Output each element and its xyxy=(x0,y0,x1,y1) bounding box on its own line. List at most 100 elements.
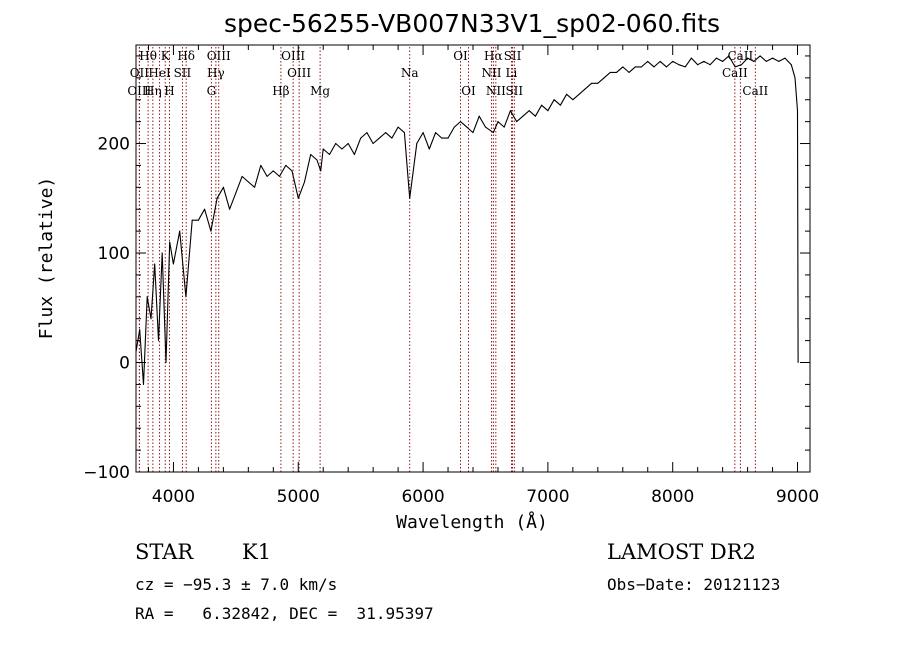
spectral-line-label-4: OIII xyxy=(281,49,305,63)
data-point xyxy=(528,110,530,112)
data-point xyxy=(794,77,796,79)
data-point xyxy=(150,318,152,320)
data-point xyxy=(634,66,636,68)
data-point xyxy=(616,71,617,73)
data-point xyxy=(447,137,449,139)
data-point xyxy=(478,115,480,117)
spectral-line-label-17: CaII xyxy=(722,66,748,80)
data-point xyxy=(740,64,742,66)
data-point xyxy=(316,159,318,161)
object-subclass: K1 xyxy=(242,540,272,564)
data-point xyxy=(165,362,167,363)
data-point xyxy=(235,192,237,194)
data-point xyxy=(291,170,293,172)
data-point xyxy=(709,64,711,66)
data-point xyxy=(216,197,218,199)
data-point xyxy=(329,154,330,155)
data-point xyxy=(146,296,148,298)
data-point xyxy=(279,175,280,177)
data-point xyxy=(229,208,231,210)
data-point xyxy=(566,93,568,95)
data-point xyxy=(285,164,287,166)
data-point xyxy=(784,57,786,59)
spectral-line-label-21: G xyxy=(207,84,217,98)
data-point xyxy=(428,148,430,150)
data-point xyxy=(609,71,611,73)
data-point xyxy=(247,181,249,183)
data-point xyxy=(453,126,455,128)
data-point xyxy=(559,104,561,106)
data-point xyxy=(678,64,680,66)
x-tick-label: 7000 xyxy=(526,487,569,507)
data-point xyxy=(409,197,411,199)
spectral-line-label-11: SII xyxy=(174,66,192,80)
data-point xyxy=(341,148,343,150)
data-point xyxy=(385,132,387,134)
data-point xyxy=(591,82,593,84)
spectral-line-label-25: NII xyxy=(486,84,506,98)
data-point xyxy=(690,57,692,59)
coordinates-text: RA = 6.32842, DEC = 31.95397 xyxy=(135,604,434,623)
obs-date: Obs−Date: 20121123 xyxy=(607,575,781,594)
spectral-line-label-3: OIII xyxy=(207,49,231,63)
data-point xyxy=(653,66,655,68)
data-point xyxy=(516,121,518,123)
redshift-text: cz = −95.3 ± 7.0 km/s xyxy=(135,575,338,594)
y-tick-label: −100 xyxy=(83,463,130,483)
x-axis-label: Wavelength (Å) xyxy=(396,511,548,533)
data-point xyxy=(297,197,299,199)
data-point xyxy=(435,132,437,134)
data-point xyxy=(703,60,705,62)
data-point xyxy=(172,263,174,265)
spectral-line-label-5: OI xyxy=(453,49,468,63)
data-point xyxy=(366,132,368,134)
data-point xyxy=(254,186,256,188)
spectral-line-label-14: Na xyxy=(401,66,419,80)
data-point xyxy=(143,383,144,385)
data-point xyxy=(734,66,736,68)
spectral-line-label-1: K xyxy=(161,49,171,63)
data-point xyxy=(722,60,724,62)
spectral-line-label-20: H xyxy=(164,84,174,98)
data-point xyxy=(647,60,649,62)
data-point xyxy=(759,55,761,57)
data-point xyxy=(169,241,171,243)
data-point xyxy=(197,219,199,221)
spectral-line-label-24: OI xyxy=(461,84,476,98)
x-tick-label: 9000 xyxy=(776,487,819,507)
data-point xyxy=(472,132,474,134)
x-tick-label: 8000 xyxy=(651,487,694,507)
data-point xyxy=(320,170,322,172)
data-point xyxy=(584,88,586,90)
data-point xyxy=(772,57,774,59)
data-point xyxy=(485,126,486,128)
survey-name: LAMOST DR2 xyxy=(607,540,756,564)
chart-title: spec-56255-VB007N33V1_sp02-060.fits xyxy=(224,9,720,38)
data-point xyxy=(272,170,274,172)
data-point xyxy=(372,143,374,144)
data-point xyxy=(672,60,674,62)
data-point xyxy=(641,66,642,68)
data-point xyxy=(572,99,574,101)
data-point xyxy=(765,60,767,62)
plot-frame xyxy=(135,44,811,473)
y-axis-label: Flux (relative) xyxy=(36,177,57,340)
data-point xyxy=(304,181,305,183)
data-point xyxy=(260,164,262,166)
spectral-line-label-13: OIII xyxy=(287,66,311,80)
spectral-line-label-16: Li xyxy=(506,66,518,80)
spectral-line-label-0: Hθ xyxy=(139,49,157,63)
data-point xyxy=(222,186,224,188)
data-point xyxy=(666,66,667,68)
object-type: STAR xyxy=(135,540,194,564)
data-point xyxy=(422,132,424,134)
data-point xyxy=(728,55,730,57)
data-point xyxy=(509,110,511,112)
y-tick-label: 0 xyxy=(119,354,130,374)
data-point xyxy=(790,64,792,66)
data-point xyxy=(441,137,443,139)
data-point xyxy=(597,82,599,84)
data-point xyxy=(403,132,405,134)
spectral-line-label-26: SII xyxy=(505,84,523,98)
